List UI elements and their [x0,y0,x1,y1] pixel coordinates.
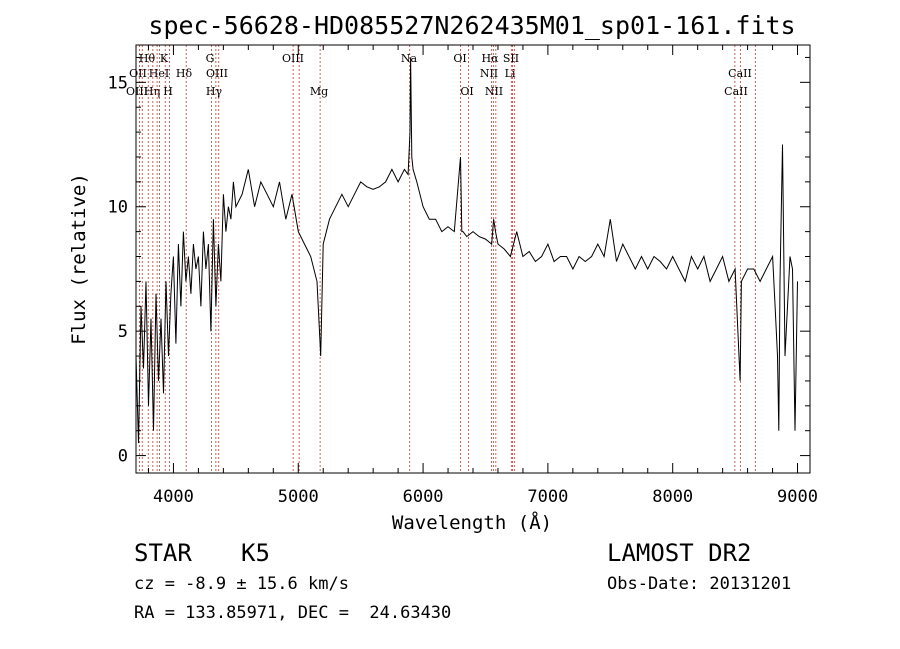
x-tick-label: 5000 [278,487,319,507]
object-subclass: K5 [241,539,270,567]
spectral-line-label: G [206,52,215,65]
spectral-line-label: H [163,85,173,98]
spectral-line-label: Na [401,52,418,65]
y-tick-label: 5 [118,322,128,342]
x-tick-label: 8000 [652,487,693,507]
spectral-line-label: OIII [206,67,228,80]
spectral-line-markers [138,45,756,473]
spectral-line-label: K [160,52,169,65]
spectral-line-label: CaII [724,85,748,98]
spectral-line-label: NII [485,85,503,98]
y-tick-label: 15 [108,73,128,93]
x-tick-label: 9000 [777,487,818,507]
y-axis-label: Flux (relative) [68,173,90,345]
y-tick-label: 0 [118,447,128,467]
spectral-line-label: OII [129,67,147,80]
spectral-line-label: Hη [144,85,160,98]
object-class: STAR [134,539,192,567]
spectral-line-label: CaII [728,67,752,80]
spectrum-series-line [135,57,798,444]
spectral-line-label: SII [503,52,519,65]
spectral-line-label: HeI [149,67,169,80]
x-axis-label: Wavelength (Å) [392,511,552,534]
observation-date: Obs-Date: 20131201 [607,574,792,594]
sky-coordinates: RA = 133.85971, DEC = 24.63430 [134,603,452,623]
spectral-line-label: OI [453,52,466,65]
redshift-velocity: cz = -8.9 ± 15.6 km/s [134,574,349,594]
x-tick-label: 4000 [153,487,194,507]
spectral-line-label: OIII [282,52,304,65]
x-tick-label: 6000 [403,487,444,507]
spectral-line-label: NII [480,67,498,80]
spectral-line-label: Hα [481,52,499,65]
spectral-line-label: OI [460,85,473,98]
spectral-line-label: Hδ [176,67,193,80]
spectral-line-label: Hθ [139,52,156,65]
chart-title: spec-56628-HD085527N262435M01_sp01-161.f… [148,11,795,40]
y-axis-ticks: 0 5 10 15 [108,56,810,467]
y-tick-label: 10 [108,198,128,218]
x-tick-label: 7000 [527,487,568,507]
plot-frame [135,44,811,474]
spectral-line-label: Li [505,67,516,80]
x-axis-ticks: 4000 5000 6000 7000 8000 9000 [147,45,818,507]
survey-release: LAMOST DR2 [607,539,752,567]
spectral-line-label: Hγ [206,85,223,98]
spectral-line-label: Mg [310,85,328,98]
spectral-line-label: OIII [126,85,148,98]
